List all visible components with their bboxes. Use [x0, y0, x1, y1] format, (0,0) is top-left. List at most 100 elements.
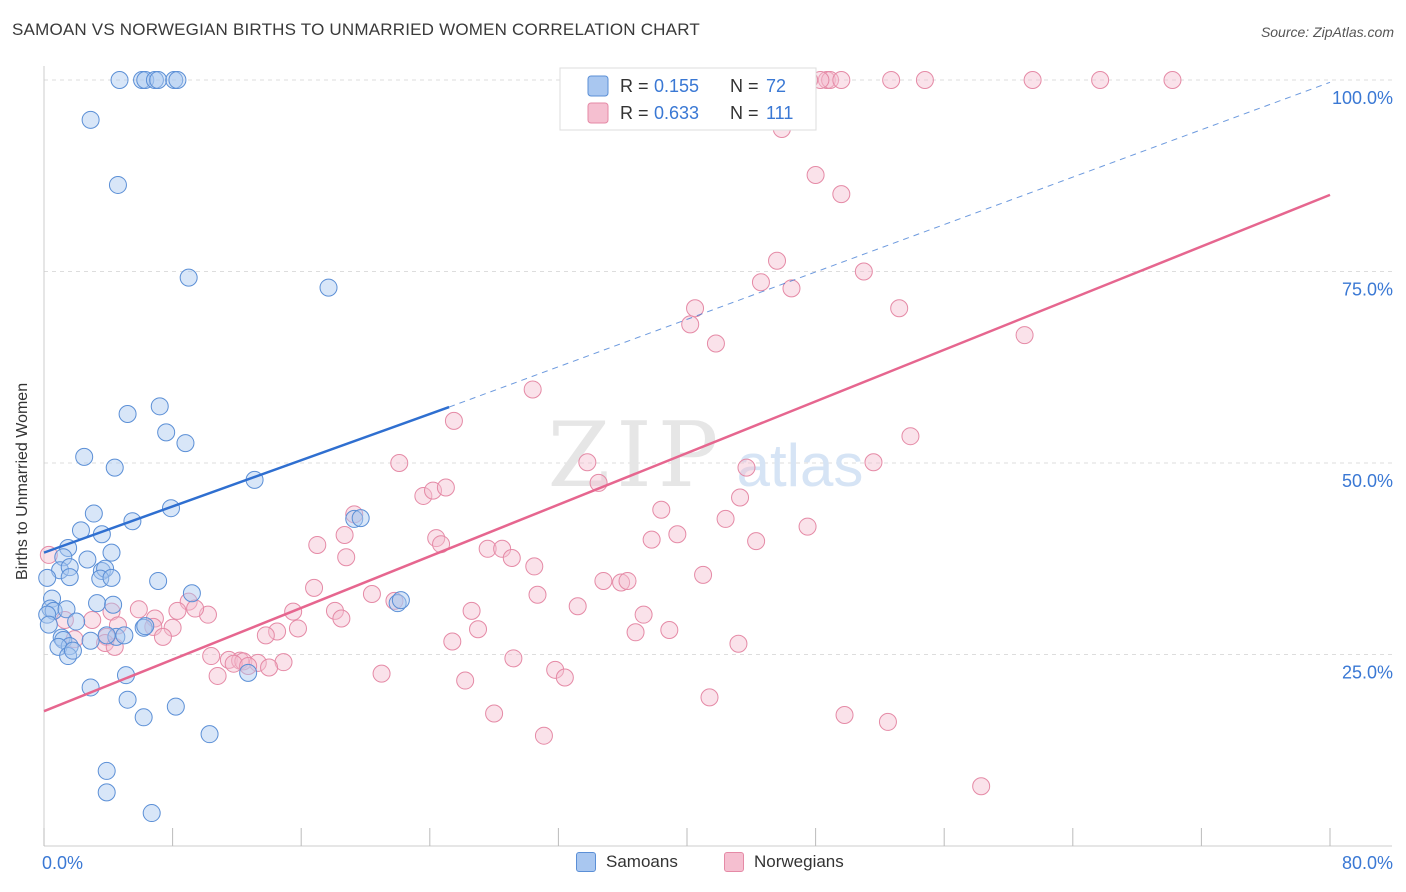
- norwegian-point: [806, 165, 825, 184]
- norwegian-point: [568, 597, 587, 616]
- norwegian-point: [634, 605, 653, 624]
- samoan-point: [176, 434, 195, 453]
- norwegian-point: [618, 571, 637, 590]
- norwegian-point: [372, 664, 391, 683]
- norwegian-point: [716, 509, 735, 528]
- samoan-point: [142, 804, 161, 823]
- samoan-point: [200, 725, 219, 744]
- watermark: ZIP atlas: [548, 403, 864, 508]
- norwegian-point: [456, 671, 475, 690]
- samoan-point: [108, 175, 127, 194]
- norwegian-point: [335, 526, 354, 545]
- norwegian-point: [308, 535, 327, 554]
- samoan-point: [118, 404, 137, 423]
- norwegian-point: [890, 299, 909, 318]
- samoan-point: [104, 595, 123, 614]
- samoan-point: [391, 591, 410, 610]
- samoan-point: [149, 571, 168, 590]
- samoan-point: [88, 594, 107, 613]
- legend-r-value: 0.155: [654, 76, 699, 96]
- samoan-point: [345, 509, 364, 528]
- norwegian-point: [325, 601, 344, 620]
- samoan-point: [149, 71, 168, 89]
- norwegian-point: [594, 571, 613, 590]
- norwegian-point: [694, 565, 713, 584]
- norwegian-point: [288, 619, 307, 638]
- norwegian-point: [737, 458, 756, 477]
- samoan-point: [39, 615, 58, 634]
- samoan-point: [49, 637, 68, 656]
- legend-r-value: 0.633: [654, 103, 699, 123]
- norwegian-point: [462, 601, 481, 620]
- norwegian-point: [443, 632, 462, 651]
- norwegian-point: [1023, 71, 1042, 89]
- norwegian-point: [444, 411, 463, 430]
- gridlines: 25.0% 50.0% 75.0% 100.0%: [44, 79, 1393, 683]
- samoan-point: [97, 761, 116, 780]
- samoans-legend-label: Samoans: [606, 852, 678, 871]
- samoan-point: [118, 690, 137, 709]
- norwegian-point: [163, 618, 182, 637]
- samoan-point: [239, 663, 258, 682]
- norwegian-point: [168, 601, 187, 620]
- trend-lines: [43, 81, 1331, 713]
- samoan-point: [97, 626, 116, 645]
- norwegian-point: [681, 315, 700, 334]
- norwegian-point: [612, 573, 631, 592]
- legend-item-norwegians[interactable]: Norwegians: [724, 852, 844, 872]
- norwegian-point: [436, 478, 455, 497]
- norwegian-point: [485, 704, 504, 723]
- norwegian-point: [153, 627, 172, 646]
- norwegian-point: [525, 557, 544, 576]
- source-label: Source: ZipAtlas.com: [1260, 24, 1394, 40]
- samoan-point: [81, 631, 100, 650]
- samoan-point: [102, 543, 121, 562]
- samoan-point: [60, 558, 79, 577]
- samoan-point: [105, 458, 124, 477]
- norwegian-point: [362, 584, 381, 603]
- samoan-point: [84, 504, 103, 523]
- samoans-swatch: [576, 852, 596, 872]
- norwegian-point: [729, 634, 748, 653]
- samoan-point: [136, 71, 155, 89]
- samoan-point: [150, 397, 169, 416]
- norwegian-point: [385, 591, 404, 610]
- norwegian-point: [782, 279, 801, 298]
- samoan-point: [157, 423, 176, 442]
- norwegian-point: [208, 666, 227, 685]
- samoan-point: [351, 509, 370, 528]
- norwegian-point: [1015, 326, 1034, 345]
- samoans-trend-extension: [448, 81, 1331, 408]
- samoan-point: [166, 697, 185, 716]
- norwegian-point: [751, 273, 770, 292]
- norwegian-point: [528, 585, 547, 604]
- norwegian-point: [668, 525, 687, 544]
- legend-item-samoans[interactable]: Samoans: [576, 852, 678, 872]
- norwegian-point: [660, 620, 679, 639]
- norwegian-point: [96, 634, 115, 653]
- norwegian-point: [546, 660, 565, 679]
- samoan-point: [388, 594, 407, 613]
- norwegian-point: [864, 453, 883, 472]
- y-tick-label: 100.0%: [1332, 88, 1393, 108]
- norwegian-point: [83, 611, 102, 630]
- norwegian-point: [224, 654, 243, 673]
- samoan-point: [81, 110, 100, 129]
- norwegian-point: [626, 623, 645, 642]
- samoans-points: [38, 71, 410, 823]
- norwegian-point: [652, 500, 671, 519]
- norwegian-point: [555, 668, 574, 687]
- samoan-point: [136, 617, 155, 636]
- norwegian-point: [493, 539, 512, 558]
- samoan-point: [60, 568, 79, 587]
- norwegian-point: [523, 380, 542, 399]
- norwegian-point: [700, 688, 719, 707]
- legend-r-label: R =: [620, 103, 649, 123]
- norwegian-point: [731, 488, 750, 507]
- legend-swatch-norwegians: [587, 102, 609, 124]
- norwegian-point: [390, 454, 409, 472]
- norwegian-point: [832, 185, 851, 204]
- norwegian-point: [747, 532, 766, 551]
- norwegian-point: [108, 616, 127, 635]
- norwegian-point: [901, 427, 920, 446]
